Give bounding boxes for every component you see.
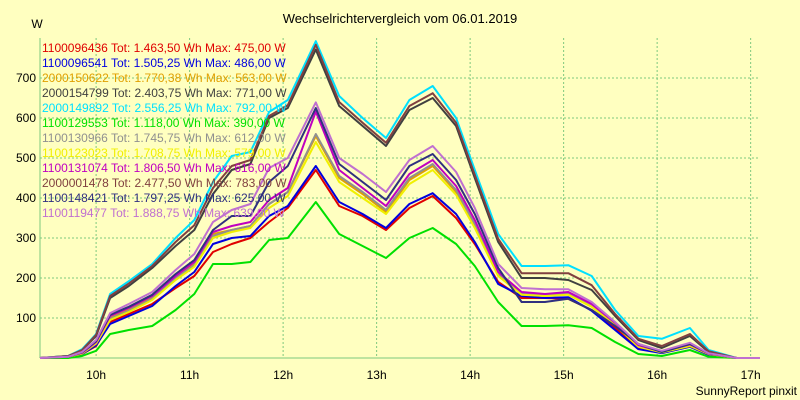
legend-entry-2000149892: 2000149892 Tot: 2.556,25 Wh Max: 792,00 …	[42, 101, 287, 115]
x-tick-label: 17h	[741, 368, 761, 382]
y-tick-label: 200	[16, 271, 36, 285]
y-tick-label: 500	[16, 151, 36, 165]
chart-title: Wechselrichtervergleich vom 06.01.2019	[283, 11, 518, 26]
x-tick-label: 14h	[460, 368, 480, 382]
legend-entry-1100096436: 1100096436 Tot: 1.463,50 Wh Max: 475,00 …	[42, 41, 286, 55]
y-tick-label: 600	[16, 111, 36, 125]
x-tick-label: 16h	[647, 368, 667, 382]
series-line-2000149892	[39, 40, 760, 359]
legend-entry-2000154799: 2000154799 Tot: 2.403,75 Wh Max: 771,00 …	[42, 86, 287, 100]
series-line-1100096436	[39, 169, 760, 359]
x-tick-label: 15h	[554, 368, 574, 382]
y-tick-label: 400	[16, 191, 36, 205]
series-line-1100096541	[39, 165, 760, 359]
series-line-2000154799	[39, 48, 760, 359]
legend-entry-1100123023: 1100123023 Tot: 1.708,75 Wh Max: 579,00 …	[42, 146, 286, 160]
legend-entry-1100096541: 1100096541 Tot: 1.505,25 Wh Max: 486,00 …	[42, 56, 286, 70]
footer-credit: SunnyReport pinxit	[696, 384, 798, 398]
x-tick-label: 12h	[273, 368, 293, 382]
legend-entry-1100131074: 1100131074 Tot: 1.806,50 Wh Max: 616,00 …	[42, 161, 286, 175]
x-tick-labels: 10h 11h 12h 13h 14h 15h 16h 17h	[86, 368, 761, 382]
series-line-2000001478	[39, 43, 760, 359]
series-lines	[39, 40, 760, 359]
y-tick-labels: 100 200 300 400 500 600 700	[16, 71, 36, 325]
x-tick-label: 13h	[367, 368, 387, 382]
legend-entry-1100130966: 1100130966 Tot: 1.745,75 Wh Max: 612,00 …	[42, 131, 286, 145]
x-tick-label: 11h	[180, 368, 199, 382]
legend: 1100096436 Tot: 1.463,50 Wh Max: 475,00 …	[42, 41, 287, 220]
series-line-1100129553	[40, 201, 760, 359]
series-line-1100119477	[39, 101, 760, 359]
legend-entry-2000001478: 2000001478 Tot: 2.477,50 Wh Max: 783,00 …	[42, 176, 287, 190]
series-line-1100148421	[39, 107, 760, 359]
legend-entry-2000150622: 2000150622 Tot: 1.770,38 Wh Max: 563,00 …	[42, 71, 287, 85]
y-tick-label: 300	[16, 231, 36, 245]
y-tick-label: 100	[16, 311, 36, 325]
y-tick-label: 700	[16, 71, 36, 85]
legend-entry-1100129553: 1100129553 Tot: 1.118,00 Wh Max: 390,00 …	[42, 116, 286, 130]
x-tick-label: 10h	[86, 368, 106, 382]
legend-entry-1100119477: 1100119477 Tot: 1.888,75 Wh Max: 639,00 …	[42, 206, 286, 220]
legend-entry-1100148421: 1100148421 Tot: 1.797,25 Wh Max: 625,00 …	[42, 191, 286, 205]
y-axis-label: W	[31, 17, 43, 31]
